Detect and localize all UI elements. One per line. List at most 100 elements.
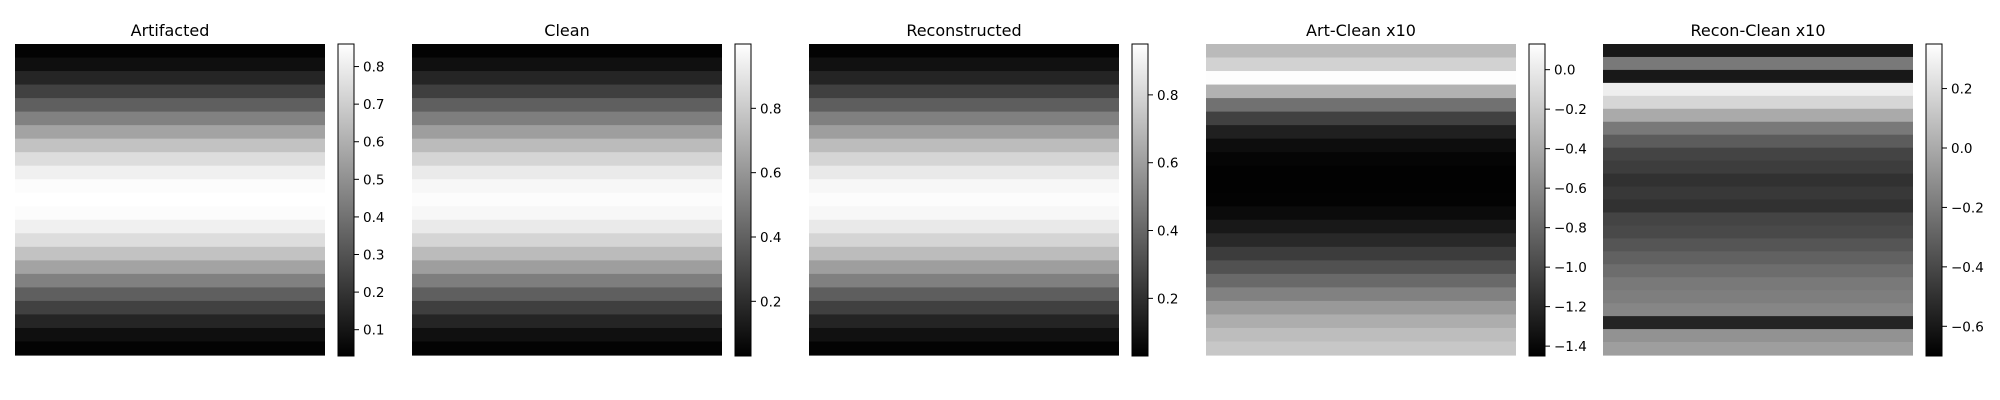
colorbar: [735, 44, 751, 356]
heatmap-row: [15, 98, 325, 113]
heatmap-row: [412, 273, 722, 288]
heatmap-row: [1206, 341, 1516, 356]
colorbar-tick-label: −0.4: [1554, 142, 1587, 158]
colorbar-tick-label: 0.1: [363, 323, 384, 339]
heatmap-row: [1206, 260, 1516, 275]
heatmap-row: [15, 206, 325, 221]
colorbar: [1926, 44, 1942, 356]
heatmap-row: [1206, 138, 1516, 153]
heatmap-row: [15, 84, 325, 99]
heatmap-row: [15, 273, 325, 288]
heatmap-row: [809, 206, 1119, 221]
colorbar-tick-label: 0.8: [1157, 88, 1178, 104]
panel-5: Recon-Clean x10 0.2 0.0 −0.2 −0.4 −0.6: [1603, 21, 1984, 357]
colorbar-tick-label: 0.2: [1157, 291, 1178, 307]
heatmap-row: [809, 192, 1119, 207]
heatmap-row: [1603, 44, 1913, 58]
heatmap-row: [15, 44, 325, 59]
heatmap-row: [412, 233, 722, 248]
heatmap-row: [809, 219, 1119, 234]
heatmap-row: [809, 165, 1119, 180]
heatmap-row: [15, 138, 325, 153]
heatmap-row: [809, 125, 1119, 140]
heatmap-row: [1206, 246, 1516, 261]
heatmap-row: [1206, 327, 1516, 343]
heatmap-row: [809, 57, 1119, 72]
heatmap-row: [412, 138, 722, 153]
heatmap-row: [1206, 206, 1516, 221]
colorbar-tick-label: −1.2: [1554, 300, 1587, 316]
heatmap-row: [412, 111, 722, 126]
heatmap-row: [809, 84, 1119, 99]
heatmap-row: [15, 314, 325, 329]
heatmap-row: [809, 98, 1119, 113]
panel-title: Clean: [544, 21, 589, 40]
heatmap-row: [809, 314, 1119, 329]
heatmap-row: [1603, 186, 1913, 201]
panel-title: Reconstructed: [906, 21, 1021, 40]
heatmap-row: [1206, 98, 1516, 113]
heatmap-row: [1603, 290, 1913, 304]
heatmap-row: [15, 125, 325, 140]
heatmap-row: [809, 273, 1119, 288]
heatmap-row: [15, 327, 325, 343]
heatmap-row: [1206, 71, 1516, 86]
colorbar-tick-label: 0.2: [760, 294, 781, 310]
heatmap-row: [1206, 314, 1516, 329]
heatmap-row: [1603, 173, 1913, 188]
heatmap-row: [1603, 277, 1913, 291]
heatmap-row: [1603, 303, 1913, 317]
heatmap-row: [15, 260, 325, 275]
heatmap-row: [1603, 212, 1913, 227]
heatmap-row: [1603, 95, 1913, 110]
colorbar-frame: [1528, 43, 1546, 357]
heatmap-row: [412, 57, 722, 72]
colorbar-tick-label: −0.6: [1951, 319, 1984, 335]
heatmap-row: [412, 300, 722, 316]
heatmap-row: [1603, 316, 1913, 330]
heatmap-row: [1206, 57, 1516, 72]
colorbar-frame: [734, 43, 752, 357]
heatmap-row: [1206, 233, 1516, 248]
heatmap-row: [809, 233, 1119, 248]
colorbar-tick-label: 0.3: [363, 248, 384, 264]
heatmap-row: [809, 138, 1119, 153]
colorbar-tick-label: 0.5: [363, 172, 384, 188]
heatmap-row: [1206, 111, 1516, 126]
heatmap-row: [412, 206, 722, 221]
heatmap-row: [1206, 125, 1516, 140]
heatmap-row: [809, 341, 1119, 356]
heatmap-row: [412, 84, 722, 99]
heatmap-image: [1603, 44, 1913, 356]
heatmap-row: [1603, 82, 1913, 97]
heatmap-row: [15, 71, 325, 86]
heatmap-row: [15, 179, 325, 194]
colorbar-tick-label: 0.4: [760, 230, 781, 246]
colorbar-frame: [337, 43, 355, 357]
heatmap-row: [15, 219, 325, 234]
panel-title: Recon-Clean x10: [1690, 21, 1825, 40]
heatmap-row: [1603, 160, 1913, 175]
panel-1: Artifacted 0.1 0.2 0.3 0.4 0.5 0.6 0.7 0.8: [15, 21, 384, 357]
heatmap-row: [1206, 179, 1516, 194]
colorbar: [1132, 44, 1148, 356]
colorbar-tick-label: −0.6: [1554, 181, 1587, 197]
heatmap-row: [1603, 134, 1913, 149]
heatmap-row: [1206, 192, 1516, 207]
heatmap-row: [15, 192, 325, 207]
heatmap-row: [1603, 69, 1913, 84]
heatmap-image: [412, 44, 722, 356]
heatmap-row: [1603, 121, 1913, 136]
colorbar-tick-label: 0.6: [760, 166, 781, 182]
colorbar-tick-label: −0.2: [1554, 102, 1587, 118]
heatmap-row: [1603, 329, 1913, 343]
heatmap-row: [1603, 238, 1913, 252]
panel-3: Reconstructed 0.2 0.4 0.6 0.8: [809, 21, 1178, 357]
heatmap-row: [412, 98, 722, 113]
heatmap-row: [809, 44, 1119, 59]
heatmap-row: [15, 111, 325, 126]
colorbar-tick-label: 0.7: [363, 97, 384, 113]
heatmap-row: [1603, 108, 1913, 123]
heatmap-row: [1603, 56, 1913, 71]
